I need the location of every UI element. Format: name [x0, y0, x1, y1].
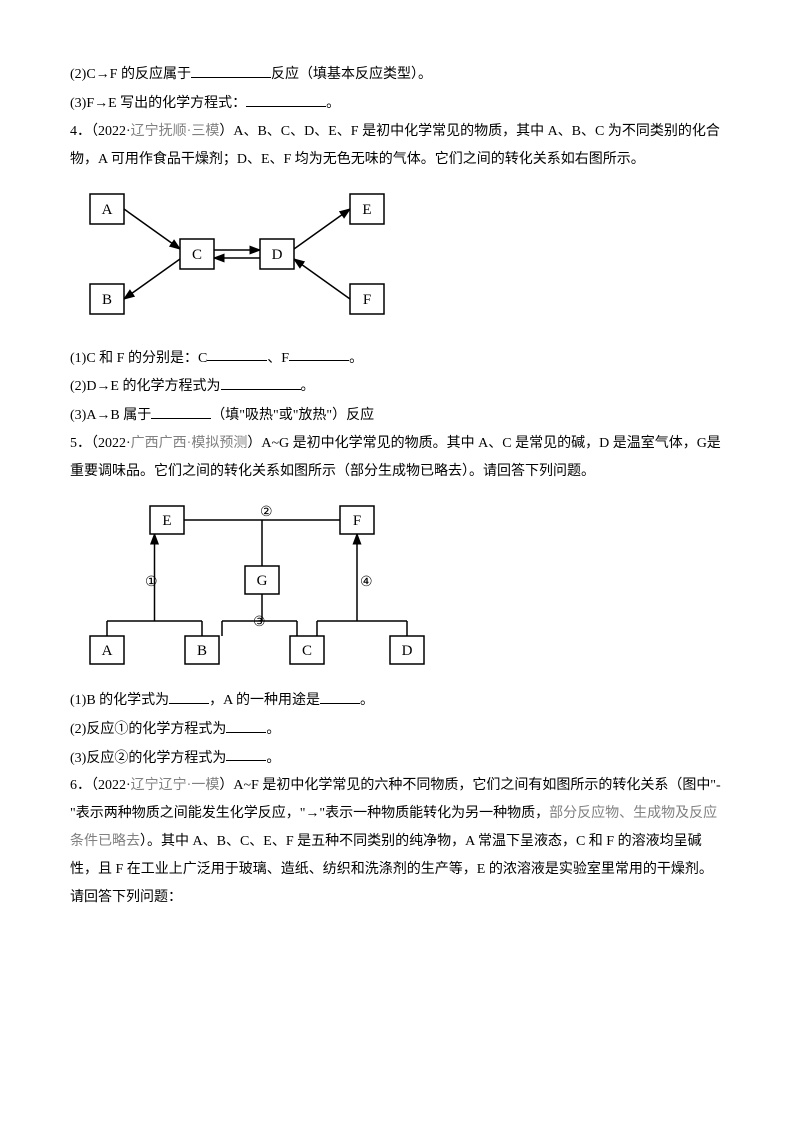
text: 4．（2022·	[70, 124, 131, 139]
text: (2)D→E 的化学方程式为	[70, 379, 221, 394]
q5-2: (2)反应①的化学方程式为 。	[70, 715, 724, 744]
svg-text:C: C	[192, 247, 202, 263]
text: 。	[301, 379, 315, 394]
source: 广西广西·模拟预测	[131, 436, 248, 451]
text: 、F	[267, 350, 289, 365]
svg-text:D: D	[272, 247, 283, 263]
svg-text:①: ①	[145, 575, 158, 590]
blank	[320, 686, 360, 704]
blank	[226, 744, 266, 762]
text: 。	[360, 693, 374, 708]
q5-1: (1)B 的化学式为 ，A 的一种用途是 。	[70, 686, 724, 715]
svg-text:F: F	[363, 292, 371, 308]
blank	[221, 372, 301, 390]
text: ）。其中 A、B、C、E、F 是五种不同类别的纯净物，A 常温下呈液态，C 和 …	[70, 834, 713, 905]
q5: 5．（2022·广西广西·模拟预测）A~G 是初中化学常见的物质。其中 A、C …	[70, 430, 724, 486]
text: ，A 的一种用途是	[209, 693, 320, 708]
text: (1)C 和 F 的分别是：C	[70, 350, 207, 365]
blank	[151, 401, 211, 419]
text: (2)C→F 的反应属于	[70, 67, 191, 82]
svg-text:A: A	[102, 202, 113, 218]
svg-text:D: D	[402, 643, 413, 659]
text: 。	[349, 350, 363, 365]
blank	[289, 344, 349, 362]
diagram-2: E F G A B C D ① ② ③ ④	[70, 496, 724, 676]
svg-text:G: G	[257, 573, 268, 589]
text: 。	[266, 722, 280, 737]
text: 6．（2022·	[70, 778, 131, 793]
q4-3: (3)A→B 属于 （填"吸热"或"放热"）反应	[70, 401, 724, 430]
svg-text:③: ③	[253, 615, 266, 630]
text: (3)F→E 写出的化学方程式：	[70, 96, 246, 111]
blank	[207, 344, 267, 362]
text: 5．（2022·	[70, 436, 131, 451]
q5-3: (3)反应②的化学方程式为 。	[70, 744, 724, 773]
source: 辽宁抚顺·三模	[131, 124, 220, 139]
text: (1)B 的化学式为	[70, 693, 169, 708]
svg-text:E: E	[162, 513, 171, 529]
blank	[226, 715, 266, 733]
svg-text:F: F	[353, 513, 361, 529]
text: (2)反应①的化学方程式为	[70, 722, 226, 737]
svg-text:E: E	[362, 202, 371, 218]
svg-text:A: A	[102, 643, 113, 659]
text: (3)反应②的化学方程式为	[70, 750, 226, 765]
q4: 4．（2022·辽宁抚顺·三模）A、B、C、D、E、F 是初中化学常见的物质，其…	[70, 118, 724, 174]
diagram-1: A B C D E F	[70, 184, 724, 334]
text: 。	[326, 96, 340, 111]
svg-text:B: B	[197, 643, 207, 659]
svg-text:④: ④	[360, 575, 373, 590]
source: 辽宁辽宁·一模	[131, 778, 220, 793]
q4-1: (1)C 和 F 的分别是：C 、F 。	[70, 344, 724, 373]
svg-text:②: ②	[260, 505, 273, 520]
text: 。	[266, 750, 280, 765]
svg-text:B: B	[102, 292, 112, 308]
q6: 6．（2022·辽宁辽宁·一模）A~F 是初中化学常见的六种不同物质，它们之间有…	[70, 772, 724, 912]
blank	[191, 60, 271, 78]
blank	[169, 686, 209, 704]
q-line: (3)F→E 写出的化学方程式： 。	[70, 89, 724, 118]
text: 反应（填基本反应类型）。	[271, 67, 432, 82]
q4-2: (2)D→E 的化学方程式为 。	[70, 372, 724, 401]
q-line: (2)C→F 的反应属于 反应（填基本反应类型）。	[70, 60, 724, 89]
blank	[246, 89, 326, 107]
svg-text:C: C	[302, 643, 312, 659]
text: （填"吸热"或"放热"）反应	[211, 408, 374, 423]
text: (3)A→B 属于	[70, 408, 151, 423]
